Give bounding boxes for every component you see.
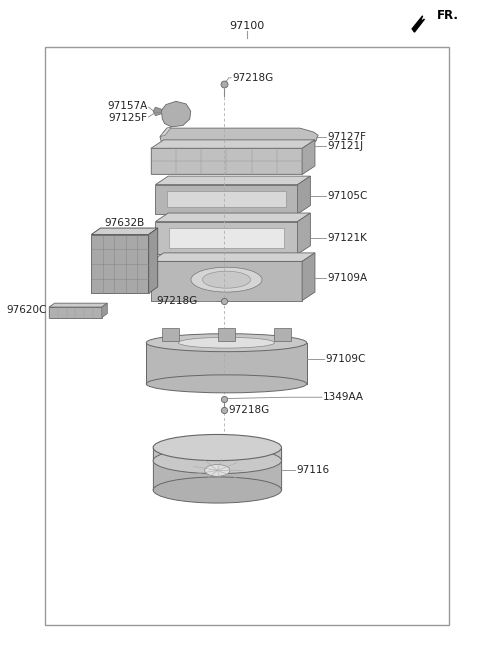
Polygon shape	[302, 253, 315, 300]
Polygon shape	[302, 140, 315, 174]
Polygon shape	[102, 303, 108, 318]
Polygon shape	[91, 228, 158, 235]
Ellipse shape	[153, 477, 281, 503]
Text: 97632B: 97632B	[104, 218, 144, 228]
Ellipse shape	[153, 434, 281, 461]
Ellipse shape	[204, 464, 230, 476]
Polygon shape	[148, 228, 158, 293]
Ellipse shape	[146, 334, 307, 352]
Text: 97218G: 97218G	[229, 405, 270, 415]
Bar	[218, 328, 235, 341]
Polygon shape	[161, 101, 191, 127]
Text: 97105C: 97105C	[327, 191, 368, 201]
Polygon shape	[156, 176, 311, 184]
Text: 97116: 97116	[296, 465, 329, 476]
Bar	[46, 47, 449, 625]
Polygon shape	[151, 148, 302, 174]
Bar	[91, 235, 148, 293]
Bar	[49, 307, 102, 318]
Polygon shape	[153, 107, 161, 115]
Polygon shape	[156, 213, 311, 222]
Text: 97121K: 97121K	[327, 233, 367, 243]
Bar	[275, 328, 291, 341]
Polygon shape	[49, 303, 108, 307]
Polygon shape	[151, 140, 315, 148]
Polygon shape	[151, 253, 315, 261]
Text: FR.: FR.	[437, 9, 459, 22]
Ellipse shape	[146, 375, 307, 393]
Text: 97109C: 97109C	[325, 354, 365, 364]
Ellipse shape	[153, 447, 281, 474]
Text: 97218G: 97218G	[156, 296, 198, 306]
Polygon shape	[156, 184, 298, 214]
Polygon shape	[298, 213, 311, 254]
Polygon shape	[156, 222, 298, 254]
Ellipse shape	[203, 271, 251, 288]
Text: 1349AA: 1349AA	[323, 392, 364, 402]
Bar	[162, 328, 179, 341]
Text: 97125F: 97125F	[108, 113, 148, 123]
Polygon shape	[160, 128, 318, 146]
Polygon shape	[167, 191, 286, 207]
Polygon shape	[160, 127, 171, 136]
Polygon shape	[298, 176, 311, 214]
Text: 97121J: 97121J	[327, 142, 363, 152]
Polygon shape	[151, 261, 302, 300]
Text: 97127F: 97127F	[327, 132, 366, 142]
Ellipse shape	[191, 267, 262, 292]
Polygon shape	[412, 16, 424, 32]
Polygon shape	[169, 228, 284, 248]
Text: 97157A: 97157A	[108, 101, 148, 111]
Text: 97109A: 97109A	[327, 273, 368, 283]
Ellipse shape	[179, 337, 275, 348]
Text: 97620C: 97620C	[6, 305, 47, 316]
Polygon shape	[146, 342, 307, 384]
Text: 97100: 97100	[229, 21, 265, 31]
Text: 97218G: 97218G	[232, 73, 273, 83]
